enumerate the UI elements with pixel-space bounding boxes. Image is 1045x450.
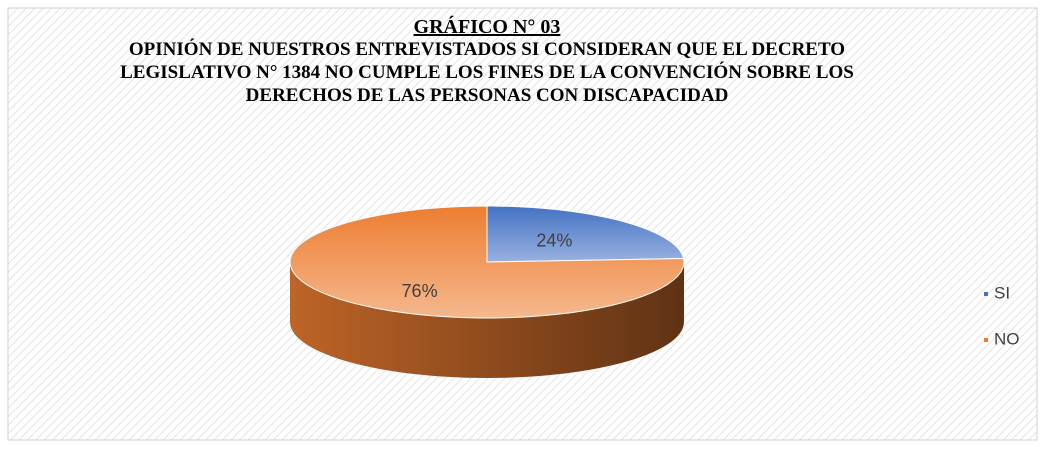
data-label: 76%: [402, 281, 438, 301]
pie-slice: [289, 205, 685, 319]
chart-title: GRÁFICO N° 03: [413, 16, 561, 38]
data-label: 24%: [536, 230, 572, 250]
titles: GRÁFICO N° 03 OPINIÓN DE NUESTROS ENTREV…: [112, 16, 862, 107]
chart-subtitle: OPINIÓN DE NUESTROS ENTREVISTADOS SI CON…: [120, 39, 854, 106]
pie-slice: [486, 205, 685, 263]
legend-label: NO: [994, 329, 1020, 348]
legend-label: SI: [994, 283, 1010, 302]
legend-marker: [984, 292, 988, 296]
legend-marker: [984, 338, 988, 342]
pie-slice-side: [290, 262, 684, 378]
